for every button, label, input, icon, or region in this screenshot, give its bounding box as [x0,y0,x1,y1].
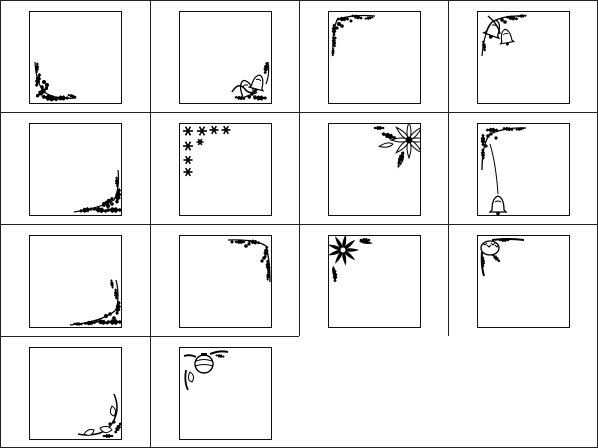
ornament-ribbon-corner-ornament [183,350,229,391]
snowflakes-corner-ornament [183,125,231,177]
corner-frame-13 [29,347,122,440]
corner-frame-3 [328,11,421,104]
poinsettia-corner-ornament [373,124,420,169]
holly-vine-corner-ornament [227,239,271,283]
grid-line [150,1,151,447]
corner-frame-14 [179,347,272,440]
pinecone-corner-ornament [480,237,525,277]
corner-frame-2 [179,11,272,104]
corner-frame-4 [477,11,570,104]
holly-bell-corner-ornament [480,126,527,215]
corner-frame-1 [29,11,122,104]
corner-frame-5 [29,123,122,216]
holly-corner-ornament [69,279,121,326]
corner-frame-12 [477,235,570,328]
ribbon-corner-ornament [77,393,121,439]
corner-frame-8 [477,123,570,216]
holly-corner-ornament [34,61,77,102]
corner-frame-11 [328,235,421,328]
bells-corner-ornament [481,14,527,57]
grid-line [299,1,300,336]
corner-frame-9 [29,235,122,328]
holly-corner-ornament [73,169,121,214]
corner-frame-7 [328,123,421,216]
corner-frame-10 [179,235,272,328]
holly-vine-corner-ornament [331,14,376,57]
bells-corner-ornament [231,61,270,101]
corner-frame-6 [179,123,272,216]
grid-line [448,1,449,336]
poinsettia-corner-ornament [329,236,373,283]
